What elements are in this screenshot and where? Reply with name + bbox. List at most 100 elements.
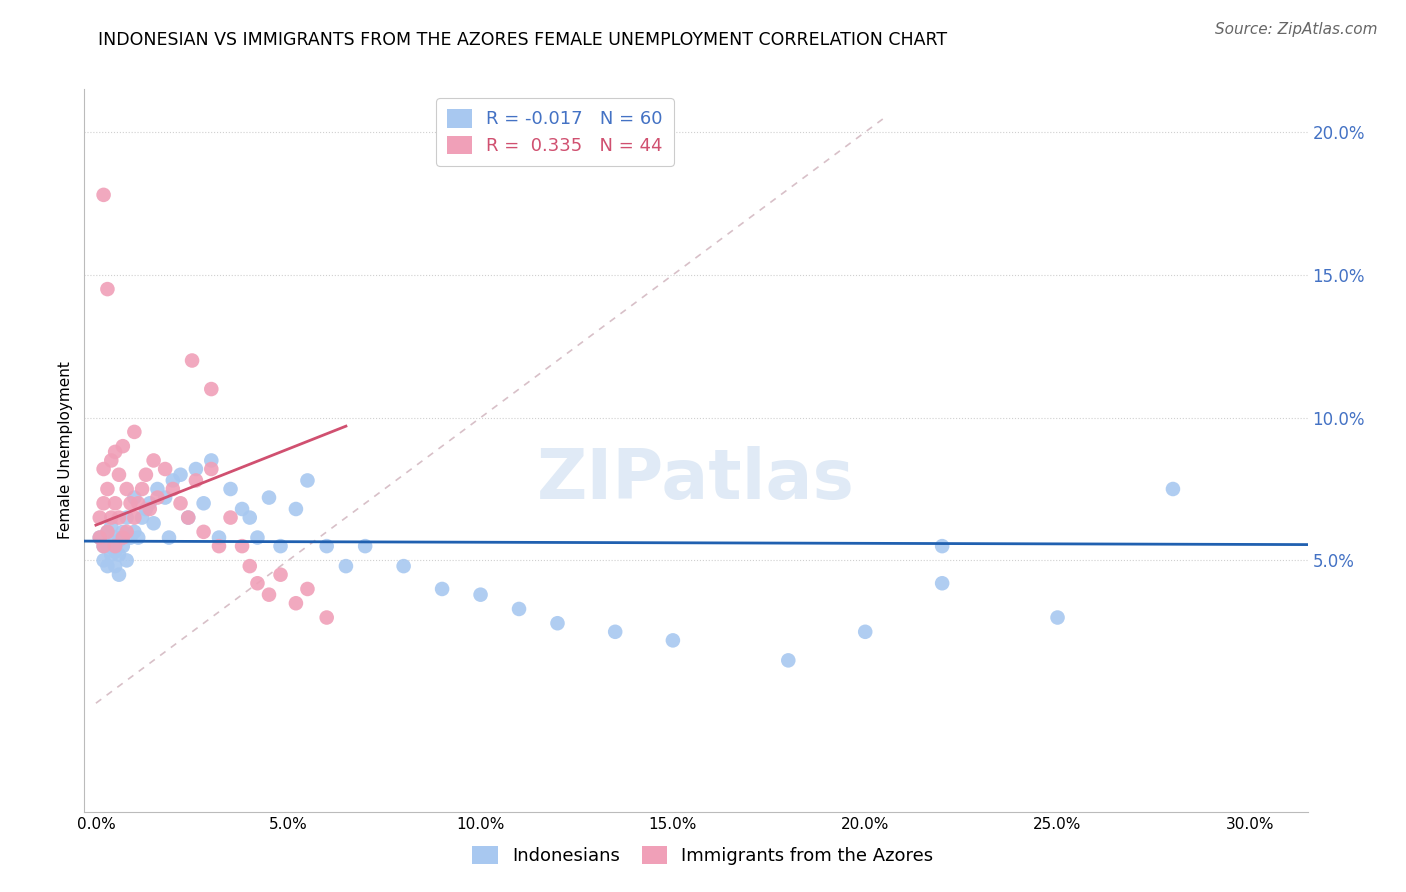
Point [157,531,180,545]
Point [605,624,627,639]
Point [104,539,127,553]
Point [335,559,357,574]
Point [184,462,207,476]
Point [853,624,876,639]
Point [470,588,492,602]
Point [93,496,115,510]
Point [177,510,200,524]
Point [127,496,149,510]
Point [239,510,262,524]
Point [104,545,127,559]
Point [96,524,118,539]
Point [392,559,415,574]
Point [104,531,127,545]
Point [139,496,162,510]
Point [127,531,149,545]
Point [1161,482,1184,496]
Text: ZIPatlas: ZIPatlas [537,446,855,513]
Point [239,559,262,574]
Point [219,482,242,496]
Point [153,491,176,505]
Point [257,491,280,505]
Point [315,539,337,553]
Point [508,602,530,616]
Point [135,467,157,482]
Point [169,467,191,482]
Point [120,496,142,510]
Point [662,633,685,648]
Point [284,596,307,610]
Point [193,496,215,510]
Point [111,539,134,553]
Point [246,531,269,545]
Point [89,531,111,545]
Point [219,510,242,524]
Point [270,567,292,582]
Legend: R = -0.017   N = 60, R =  0.335   N = 44: R = -0.017 N = 60, R = 0.335 N = 44 [436,98,673,166]
Point [778,653,800,667]
Text: INDONESIAN VS IMMIGRANTS FROM THE AZORES FEMALE UNEMPLOYMENT CORRELATION CHART: INDONESIAN VS IMMIGRANTS FROM THE AZORES… [98,31,948,49]
Point [115,524,138,539]
Point [108,510,131,524]
Point [315,610,337,624]
Point [162,474,184,488]
Point [200,462,222,476]
Point [231,502,253,516]
Point [124,524,146,539]
Point [96,282,118,296]
Legend: Indonesians, Immigrants from the Azores: Indonesians, Immigrants from the Azores [465,838,941,872]
Point [177,510,200,524]
Point [89,531,111,545]
Point [115,482,138,496]
Point [231,539,253,553]
Point [120,531,142,545]
Point [284,502,307,516]
Point [139,502,162,516]
Point [142,453,165,467]
Point [193,524,215,539]
Point [297,474,319,488]
Point [93,539,115,553]
Point [131,510,153,524]
Point [104,559,127,574]
Point [124,491,146,505]
Point [124,425,146,439]
Point [208,531,231,545]
Point [142,516,165,531]
Point [124,510,146,524]
Point [96,559,118,574]
Point [115,510,138,524]
Point [93,187,115,202]
Text: Source: ZipAtlas.com: Source: ZipAtlas.com [1215,22,1378,37]
Point [111,439,134,453]
Point [547,616,569,631]
Point [200,453,222,467]
Point [104,496,127,510]
Point [146,491,169,505]
Point [208,539,231,553]
Point [153,462,176,476]
Point [111,524,134,539]
Point [297,582,319,596]
Point [93,462,115,476]
Point [111,531,134,545]
Point [931,539,953,553]
Point [96,482,118,496]
Point [108,567,131,582]
Point [184,474,207,488]
Point [100,548,122,562]
Point [115,553,138,567]
Point [931,576,953,591]
Point [162,482,184,496]
Point [93,539,115,553]
Point [131,482,153,496]
Point [104,445,127,459]
Point [135,502,157,516]
Point [89,510,111,524]
Point [1046,610,1069,624]
Point [146,482,169,496]
Point [354,539,377,553]
Point [246,576,269,591]
Point [108,548,131,562]
Point [96,539,118,553]
